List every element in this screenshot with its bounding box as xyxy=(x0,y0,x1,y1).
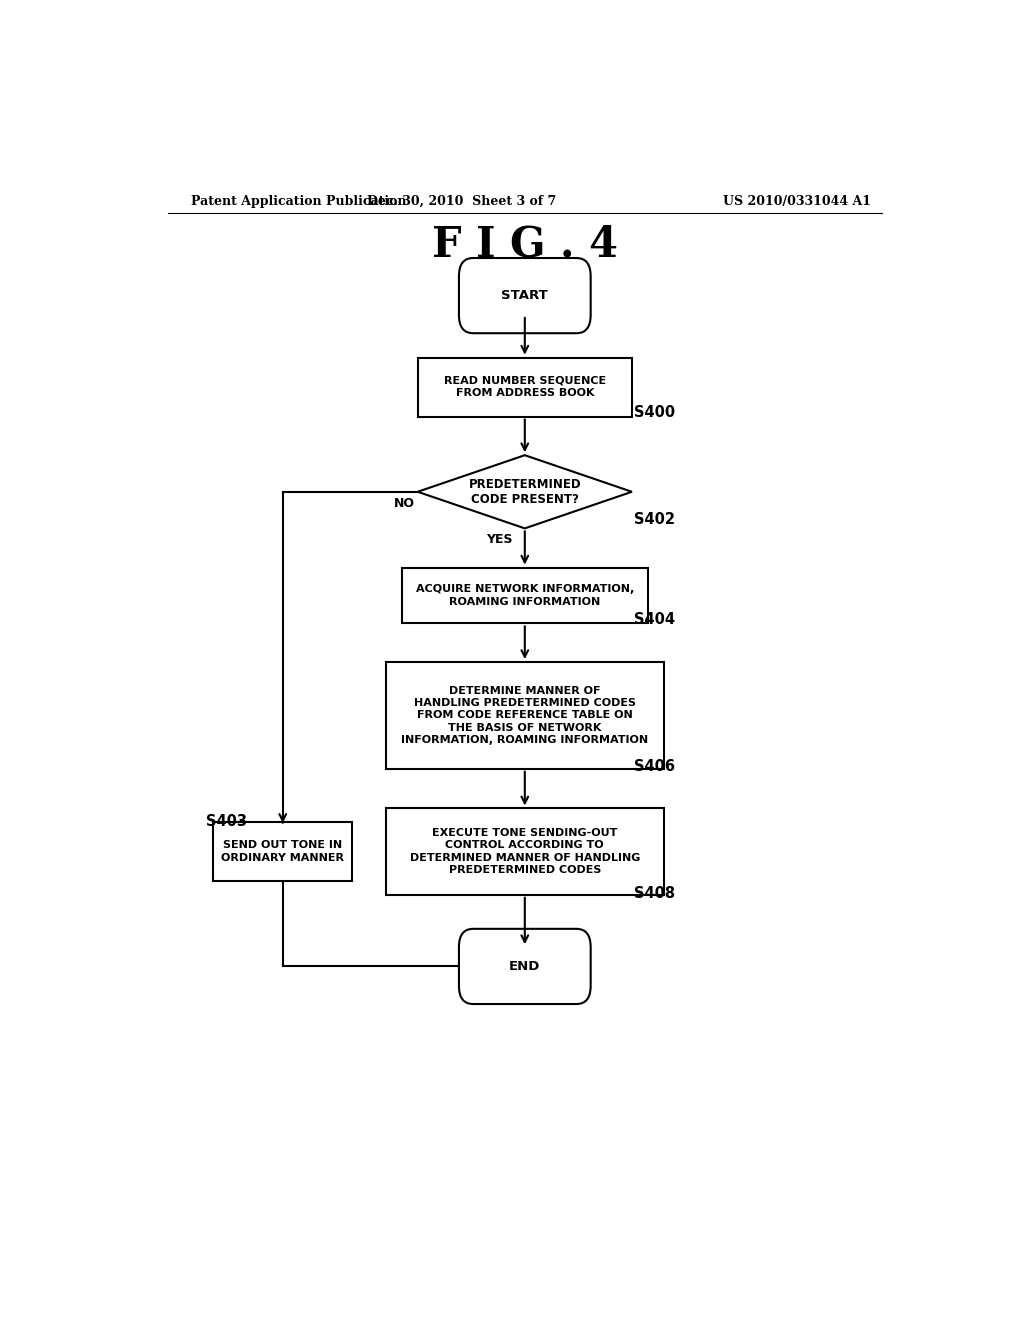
FancyBboxPatch shape xyxy=(386,808,664,895)
Text: S406: S406 xyxy=(634,759,675,774)
Text: S403: S403 xyxy=(206,813,247,829)
Text: READ NUMBER SEQUENCE
FROM ADDRESS BOOK: READ NUMBER SEQUENCE FROM ADDRESS BOOK xyxy=(443,376,606,399)
Text: EXECUTE TONE SENDING-OUT
CONTROL ACCORDING TO
DETERMINED MANNER OF HANDLING
PRED: EXECUTE TONE SENDING-OUT CONTROL ACCORDI… xyxy=(410,828,640,875)
Text: YES: YES xyxy=(486,533,513,546)
FancyBboxPatch shape xyxy=(459,929,591,1005)
Text: START: START xyxy=(502,289,548,302)
Text: PREDETERMINED
CODE PRESENT?: PREDETERMINED CODE PRESENT? xyxy=(469,478,581,506)
Text: NO: NO xyxy=(393,498,415,511)
FancyBboxPatch shape xyxy=(213,822,352,880)
FancyBboxPatch shape xyxy=(459,257,591,333)
Text: F I G . 4: F I G . 4 xyxy=(432,224,617,265)
FancyBboxPatch shape xyxy=(401,568,648,623)
Text: US 2010/0331044 A1: US 2010/0331044 A1 xyxy=(723,194,871,207)
Text: Dec. 30, 2010  Sheet 3 of 7: Dec. 30, 2010 Sheet 3 of 7 xyxy=(367,194,556,207)
Text: ACQUIRE NETWORK INFORMATION,
ROAMING INFORMATION: ACQUIRE NETWORK INFORMATION, ROAMING INF… xyxy=(416,585,634,607)
Text: Patent Application Publication: Patent Application Publication xyxy=(191,194,407,207)
Text: S404: S404 xyxy=(634,612,675,627)
Text: S402: S402 xyxy=(634,512,675,527)
Text: SEND OUT TONE IN
ORDINARY MANNER: SEND OUT TONE IN ORDINARY MANNER xyxy=(221,841,344,863)
FancyBboxPatch shape xyxy=(418,358,632,417)
Text: DETERMINE MANNER OF
HANDLING PREDETERMINED CODES
FROM CODE REFERENCE TABLE ON
TH: DETERMINE MANNER OF HANDLING PREDETERMIN… xyxy=(401,685,648,746)
Polygon shape xyxy=(418,455,632,528)
FancyBboxPatch shape xyxy=(386,663,664,768)
Text: END: END xyxy=(509,960,541,973)
Text: S400: S400 xyxy=(634,405,676,420)
Text: S408: S408 xyxy=(634,886,676,900)
